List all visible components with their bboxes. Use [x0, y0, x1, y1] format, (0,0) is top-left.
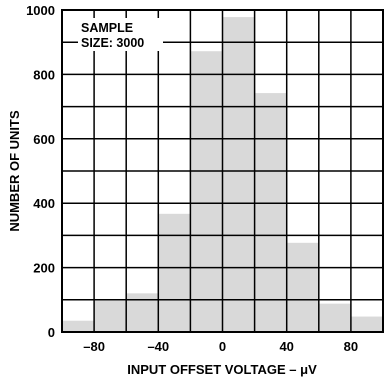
x-tick-label: –80 — [83, 339, 105, 354]
histogram-bar — [190, 51, 223, 332]
y-tick-labels: 0 200 400 600 800 1000 — [26, 3, 55, 340]
histogram-bar — [318, 303, 351, 332]
y-tick-label: 0 — [48, 325, 55, 340]
x-tick-label: –40 — [147, 339, 169, 354]
histogram-bar — [254, 93, 287, 333]
x-tick-label: 80 — [344, 339, 358, 354]
x-tick-labels: –80 –40 0 40 80 — [83, 339, 358, 354]
bars-group — [62, 17, 383, 333]
histogram-bar — [222, 17, 255, 333]
annotation-box — [78, 18, 163, 51]
y-tick-label: 1000 — [26, 3, 55, 18]
annotation-line-1: SAMPLE — [81, 21, 133, 35]
x-axis-label: INPUT OFFSET VOLTAGE – μV — [127, 362, 317, 377]
y-axis-label: NUMBER OF UNITS — [7, 110, 22, 232]
y-tick-label: 800 — [33, 67, 55, 82]
plot-frame — [61, 9, 384, 333]
y-tick-label: 400 — [33, 196, 55, 211]
annotation-line-2: SIZE: 3000 — [81, 36, 144, 50]
histogram-bar — [286, 242, 319, 332]
histogram-bar — [94, 300, 127, 332]
histogram-bar — [158, 213, 191, 332]
histogram-bar — [62, 320, 95, 332]
histogram-bar — [350, 316, 383, 332]
x-tick-label: 40 — [279, 339, 293, 354]
y-tick-label: 600 — [33, 132, 55, 147]
x-tick-label: 0 — [219, 339, 226, 354]
y-tick-label: 200 — [33, 261, 55, 276]
